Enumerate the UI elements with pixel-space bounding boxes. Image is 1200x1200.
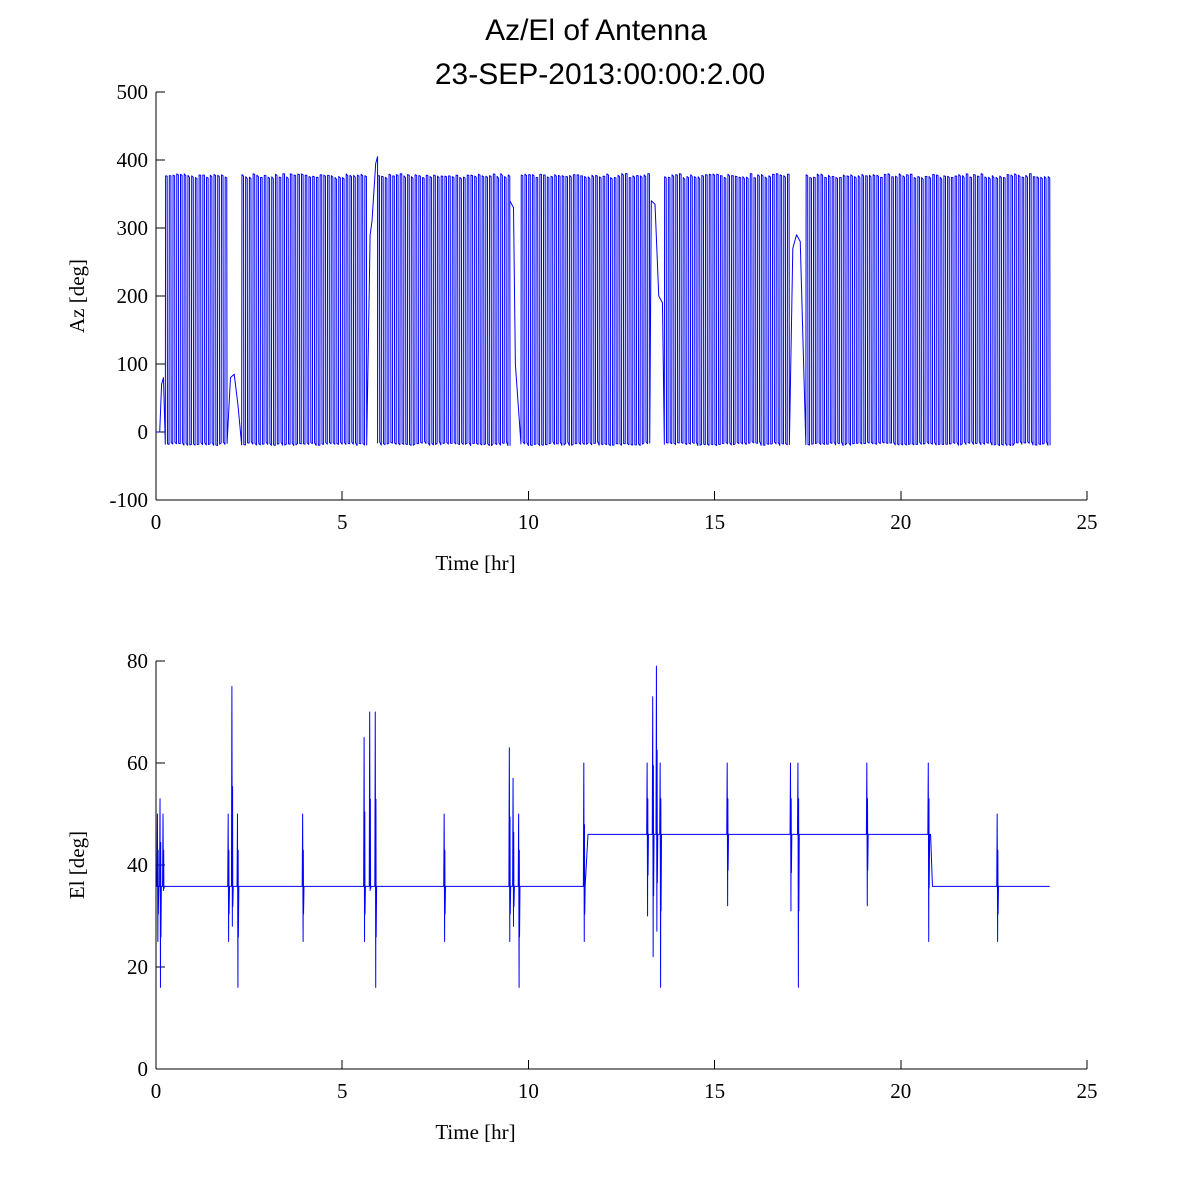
y-tick-label: 200 [117,284,149,308]
y-tick-label: 60 [127,751,148,775]
y-tick-label: 40 [127,853,148,877]
x-tick-label: 5 [337,1079,348,1103]
y-axis-label: El [deg] [65,831,89,899]
el-series-line [156,665,1050,988]
chart-title-line-1: Az/El of Antenna [485,14,707,47]
x-tick-label: 10 [518,1079,539,1103]
y-tick-label: 300 [117,216,149,240]
x-axis-label: Time [hr] [435,1120,515,1144]
x-tick-label: 0 [151,1079,162,1103]
y-axis-label: Az [deg] [65,259,89,333]
x-tick-label: 10 [518,510,539,534]
az-series-line [156,156,1051,447]
y-tick-label: 80 [127,649,148,673]
y-tick-label: -100 [110,488,149,512]
x-tick-label: 15 [704,510,725,534]
x-tick-label: 20 [890,1079,911,1103]
y-tick-label: 0 [138,1057,149,1081]
y-tick-label: 20 [127,955,148,979]
x-tick-label: 25 [1077,510,1098,534]
elevation-plot: 0 5 10 15 20 25 0 20 40 60 80 Time [hr] El [deg] [65,649,1098,1144]
chart-title-line-2: 23-SEP-2013:00:00:2.00 [435,58,765,91]
x-axis-label: Time [hr] [435,551,515,575]
x-tick-label: 15 [704,1079,725,1103]
y-tick-label: 0 [138,420,149,444]
x-tick-label: 5 [337,510,348,534]
y-tick-label: 100 [117,352,149,376]
y-tick-label: 500 [117,80,149,104]
x-tick-label: 0 [151,510,162,534]
x-tick-label: 25 [1077,1079,1098,1103]
y-tick-label: 400 [117,148,149,172]
x-tick-label: 20 [890,510,911,534]
